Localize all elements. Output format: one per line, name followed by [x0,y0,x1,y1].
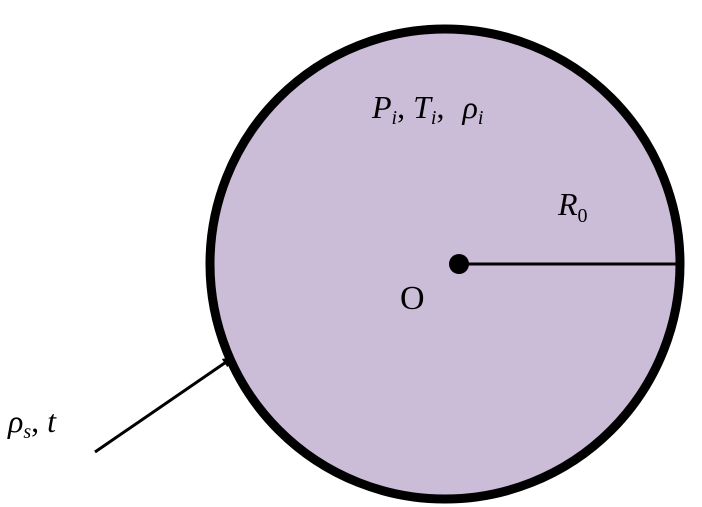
sphere-circle [205,24,685,504]
shell-density-symbol: ρ [7,403,23,439]
shell-properties-label: ρs, t [7,403,57,443]
shell-separator: , [31,403,47,439]
interior-properties-label: Pi, Ti, ρi [371,89,483,129]
separator-1: , [397,89,413,125]
radius-symbol: R [557,186,578,222]
pressure-subscript: i [392,107,398,129]
density-symbol: ρ [461,89,477,125]
shell-density-subscript: s [23,421,31,443]
density-subscript: i [478,107,484,129]
pressure-symbol: P [371,89,392,125]
radius-label: R0 [557,186,588,227]
shell-arrow [94,356,233,454]
thickness-symbol: t [47,403,57,439]
center-label: O [400,280,425,317]
separator-2: , [436,89,452,125]
temperature-symbol: T [413,89,433,125]
radius-subscript: 0 [578,205,588,227]
temperature-subscript: i [431,107,437,129]
